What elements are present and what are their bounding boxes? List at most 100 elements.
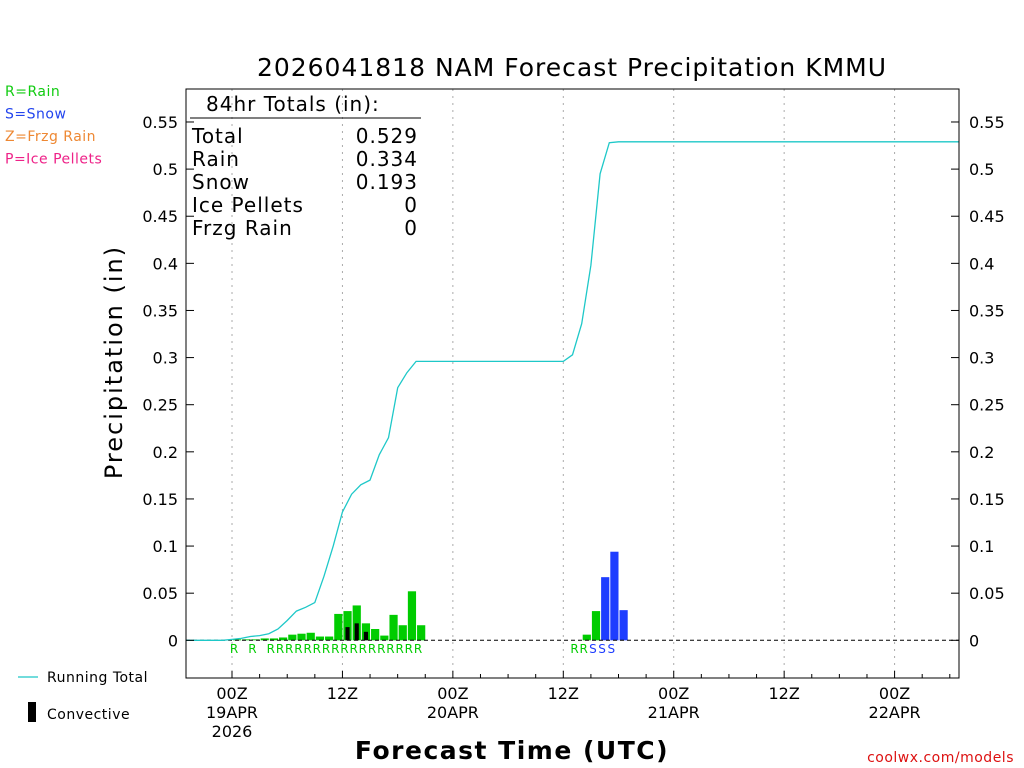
y-tick-label-right: 0.3: [969, 349, 994, 368]
precip-bar: [315, 636, 325, 641]
precip-bar: [334, 613, 343, 641]
precip-type-label: R: [414, 642, 422, 656]
precip-type-label: R: [331, 642, 339, 656]
precip-bar: [242, 639, 251, 641]
y-tick-label-right: 0.35: [969, 301, 1005, 320]
convective-bar: [354, 623, 359, 641]
precip-bars: [233, 551, 628, 641]
precip-bar: [610, 551, 619, 641]
totals-row-value: 0.529: [356, 124, 418, 148]
precip-type-label: R: [313, 642, 321, 656]
x-tick-label: 20APR: [427, 703, 479, 722]
totals-box: 84hr Totals (in): Total 0.529 Rain 0.334 Sno…: [190, 92, 421, 240]
y-axis-title: Precipitation (in): [100, 245, 128, 479]
precip-type-label: S: [607, 642, 615, 656]
y-tick-label-right: 0: [969, 631, 979, 650]
x-tick-label: 12Z: [327, 684, 358, 703]
y-tick-label-left: 0.2: [153, 443, 178, 462]
y-tick-label-left: 0.1: [153, 537, 178, 556]
totals-rows: Total 0.529 Rain 0.334 Snow 0.193 Ice Pellets 0…: [191, 124, 418, 240]
totals-row-label: Snow: [192, 170, 250, 194]
x-tick-label: 00Z: [879, 684, 910, 703]
precip-bar: [380, 635, 389, 641]
x-axis-title: Forecast Time (UTC): [355, 736, 669, 765]
type-legend-entry: R=Rain: [5, 84, 60, 100]
precip-type-label: R: [230, 642, 238, 656]
precip-bar: [325, 636, 334, 641]
precip-bar: [371, 628, 380, 641]
precip-bar: [591, 611, 601, 641]
type-legend-entry: Z=Frzg Rain: [5, 129, 96, 145]
running-total-legend-label: Running Total: [47, 670, 148, 686]
precip-type-label: R: [349, 642, 357, 656]
y-tick-label-left: 0.35: [142, 301, 178, 320]
precip-bar: [343, 611, 352, 641]
precip-bar: [619, 610, 628, 641]
y-tick-label-right: 0.45: [969, 207, 1005, 226]
precip-type-label: R: [570, 642, 578, 656]
x-tick-label: 2026: [212, 722, 253, 741]
y-tick-label-right: 0.25: [969, 396, 1005, 415]
convective-legend-label: Convective: [47, 707, 130, 723]
precip-type-label: R: [322, 642, 330, 656]
totals-row-label: Total: [191, 124, 244, 148]
convective-bar: [363, 631, 369, 641]
y-tick-label-left: 0.55: [142, 113, 178, 132]
precip-type-label: R: [580, 642, 588, 656]
type-legend-entry: P=Ice Pellets: [5, 152, 102, 168]
grid-lines: [231, 89, 896, 678]
precip-type-label: R: [303, 642, 311, 656]
precip-type-label: R: [377, 642, 385, 656]
precip-bar: [297, 633, 306, 641]
precip-bar: [582, 634, 591, 641]
y-tick-label-right: 0.2: [969, 443, 994, 462]
y-tick-label-left: 0.05: [142, 584, 178, 603]
precip-type-label: S: [598, 642, 606, 656]
precip-bar: [398, 625, 407, 641]
x-tick-label: 19APR: [206, 703, 258, 722]
x-tick-label: 12Z: [768, 684, 799, 703]
x-tick-label: 21APR: [648, 703, 700, 722]
precip-type-label: R: [276, 642, 284, 656]
totals-row-label: Frzg Rain: [192, 216, 293, 240]
y-tick-label-left: 0.25: [142, 396, 178, 415]
chart-title: 2026041818 NAM Forecast Precipitation KM…: [257, 53, 887, 82]
precip-type-label: R: [395, 642, 403, 656]
precip-type-label: R: [386, 642, 394, 656]
precip-type-legend: R=Rain S=Snow Z=Frzg Rain P=Ice Pellets: [5, 84, 102, 168]
totals-row-label: Rain: [192, 147, 240, 171]
totals-row-value: 0.334: [356, 147, 418, 171]
running-total-line: [186, 141, 959, 641]
y-tick-label-right: 0.4: [969, 254, 994, 273]
y-tick-label-left: 0.5: [153, 160, 178, 179]
precip-bar: [352, 605, 361, 641]
y-tick-label-left: 0.4: [153, 254, 178, 273]
precip-type-label: R: [248, 642, 256, 656]
y-tick-label-left: 0.3: [153, 349, 178, 368]
x-tick-label: 00Z: [658, 684, 689, 703]
precip-type-label: S: [589, 642, 597, 656]
x-tick-label: 00Z: [216, 684, 247, 703]
y-tick-label-left: 0: [168, 631, 178, 650]
totals-row-value: 0: [404, 193, 418, 217]
type-legend-entry: S=Snow: [5, 107, 66, 123]
convective-swatch: [28, 702, 36, 722]
precip-type-label: R: [340, 642, 348, 656]
x-tick-label: 22APR: [869, 703, 921, 722]
line-legend: Running Total Convective: [18, 670, 148, 723]
precip-type-label: R: [405, 642, 413, 656]
precip-bar: [407, 591, 417, 641]
y-tick-label-left: 0.15: [142, 490, 178, 509]
y-tick-label-right: 0.15: [969, 490, 1005, 509]
precip-bar: [389, 614, 398, 641]
precip-bar: [417, 625, 426, 641]
y-tick-label-right: 0.1: [969, 537, 994, 556]
precip-type-label: R: [359, 642, 367, 656]
plot-frame: [185, 88, 960, 679]
precip-type-label: R: [267, 642, 275, 656]
totals-heading: 84hr Totals (in):: [206, 92, 380, 116]
convective-bars: [345, 623, 369, 641]
precip-bar: [288, 634, 297, 641]
